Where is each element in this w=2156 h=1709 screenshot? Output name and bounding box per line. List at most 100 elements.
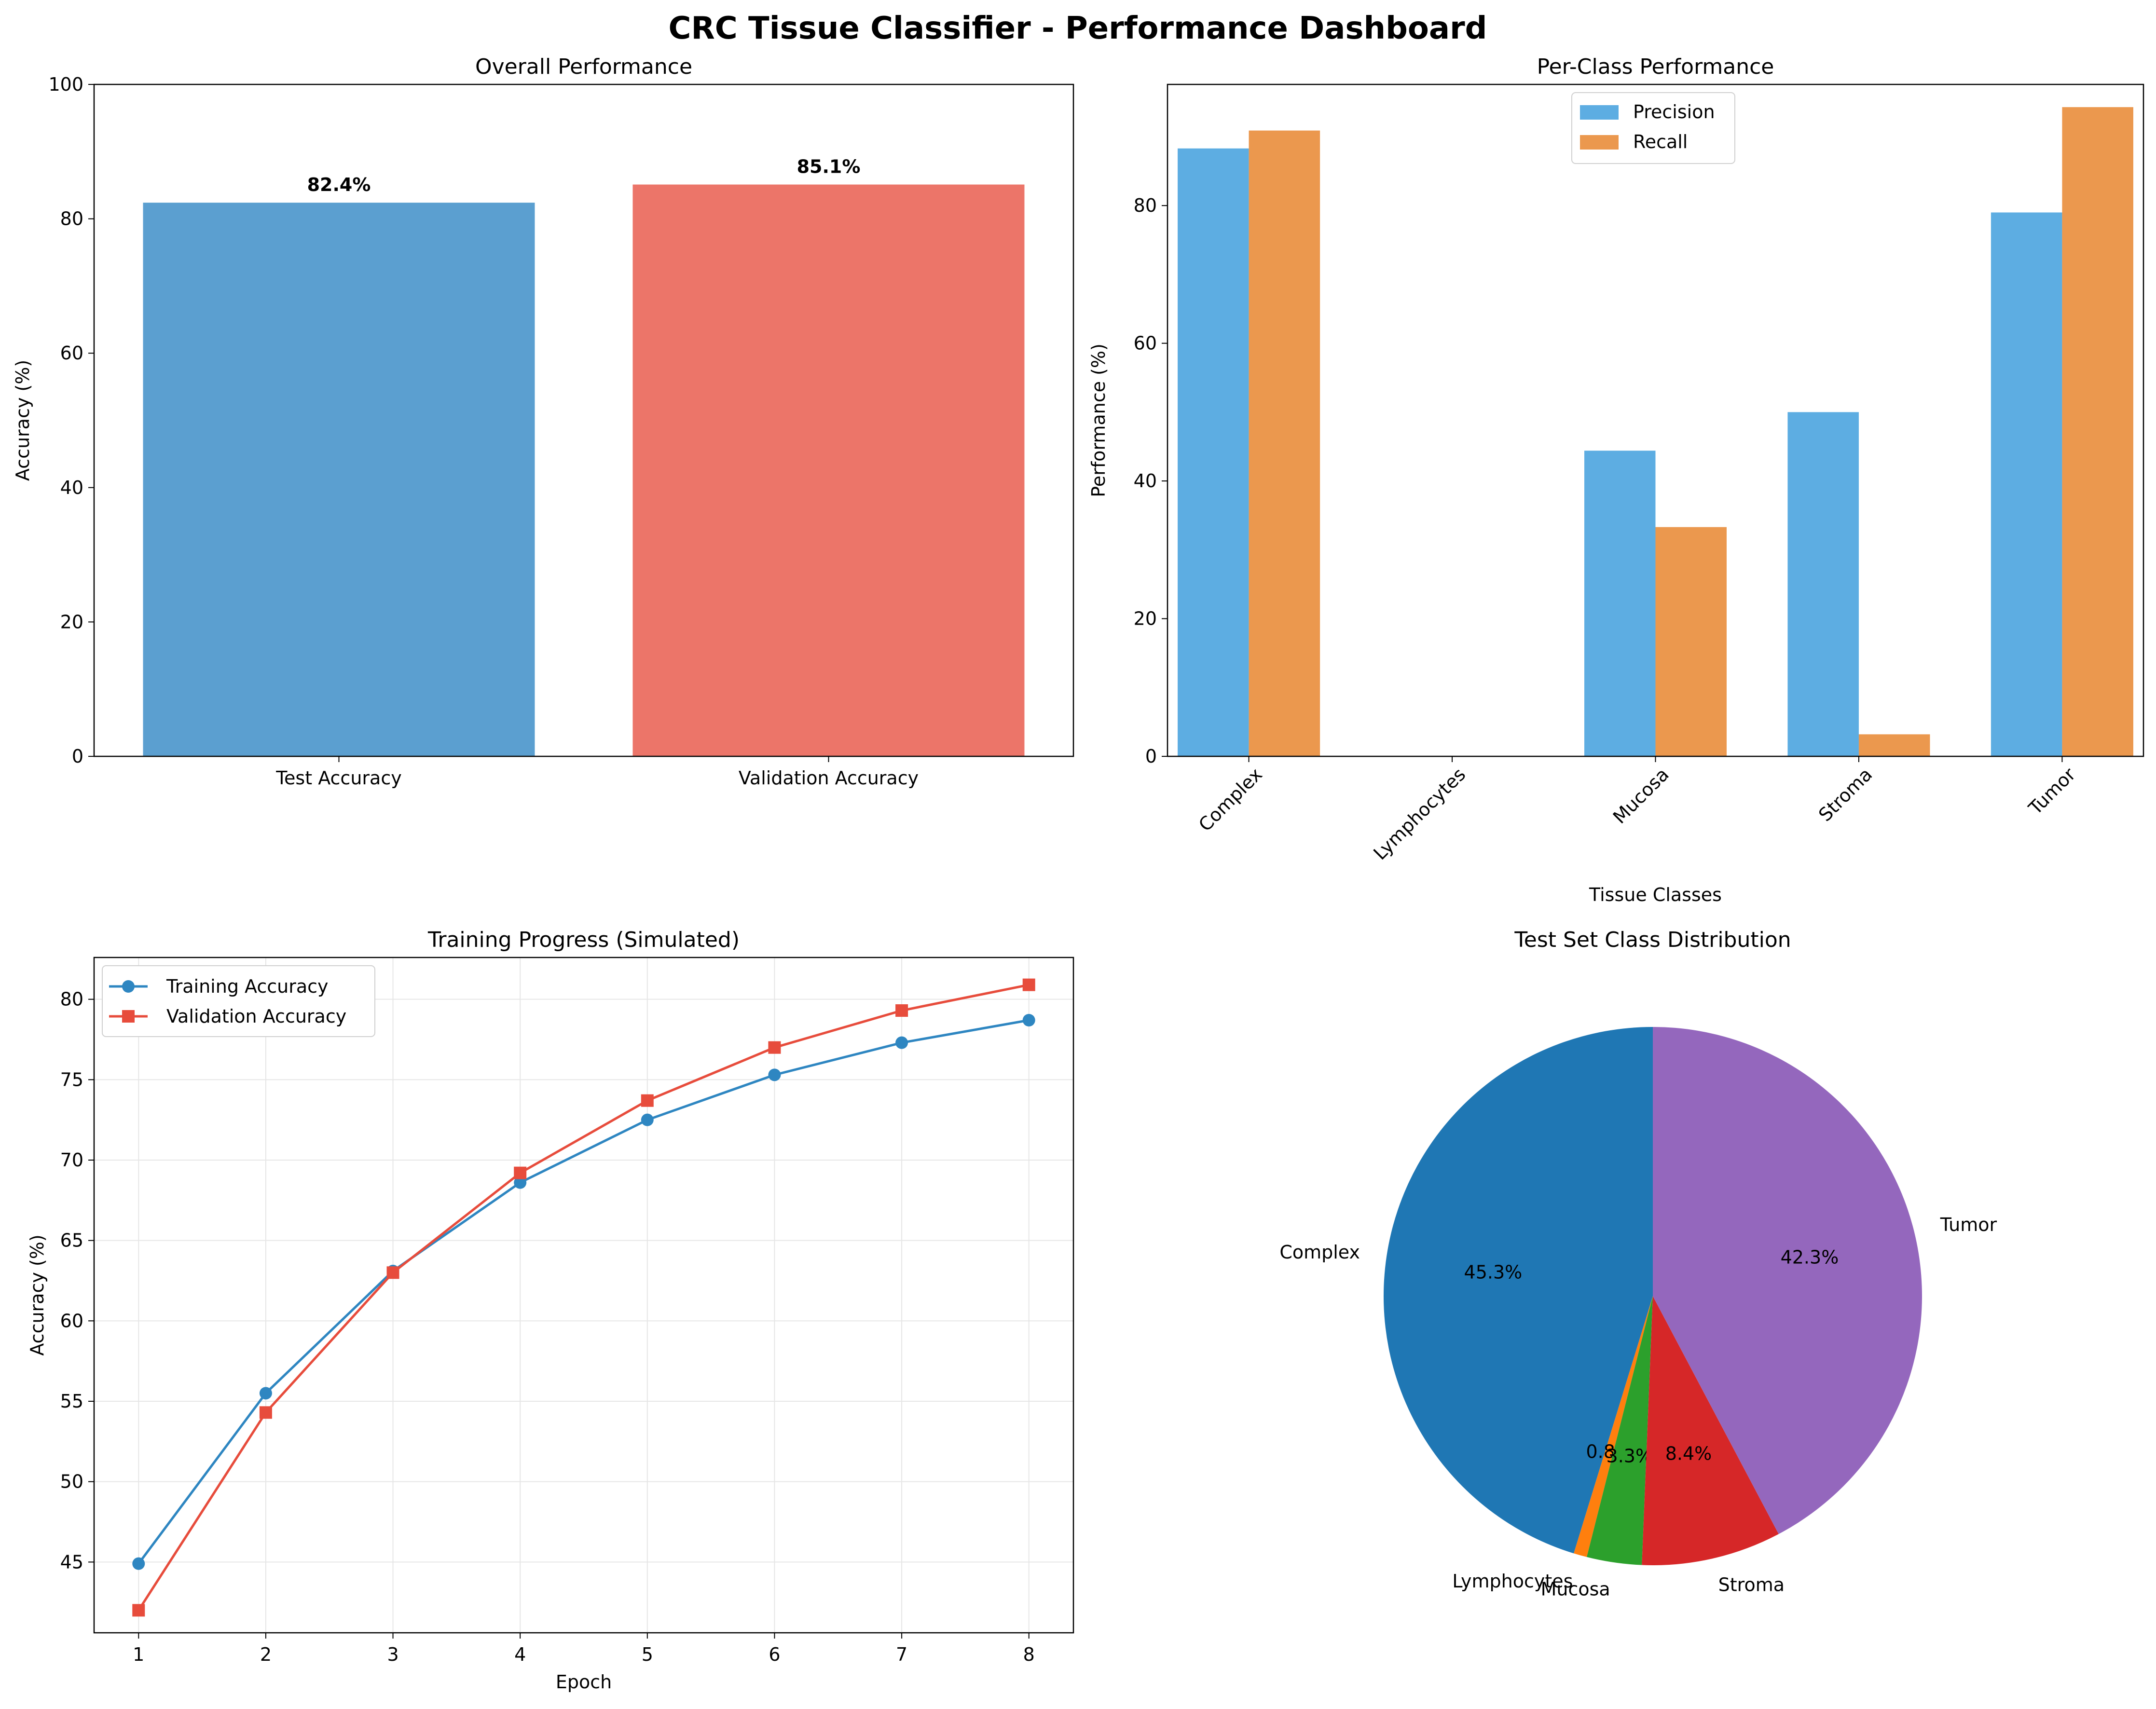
y-axis-label: Performance (%)	[1088, 343, 1109, 497]
x-tick-label: Test Accuracy	[275, 767, 401, 789]
overall-bar	[632, 184, 1025, 756]
pie-slice-mucosa	[1587, 1296, 1653, 1565]
training-point	[895, 1036, 908, 1049]
validation-point	[768, 1041, 781, 1054]
y-tick-label: 20	[1134, 608, 1157, 629]
chart4-title: Test Set Class Distribution	[1514, 928, 1791, 952]
legend-marker	[122, 1010, 135, 1023]
chart3-frame	[93, 957, 1074, 1634]
validation-point	[514, 1166, 527, 1179]
validation-point	[641, 1094, 654, 1107]
pie-label: Lymphocytes	[1452, 1571, 1573, 1592]
y-tick-label: 80	[60, 989, 83, 1010]
dashboard-title: CRC Tissue Classifier - Performance Dash…	[669, 11, 1487, 46]
training-point	[641, 1113, 654, 1126]
training-point	[1022, 1014, 1035, 1026]
y-tick-label: 80	[1134, 195, 1157, 216]
class-bar-precision	[1991, 212, 2062, 757]
chart2-frame	[1167, 83, 2144, 757]
series-line-validation	[137, 984, 1030, 1611]
validation-point	[895, 1004, 908, 1017]
pie-slice-lymphocytes	[1574, 1296, 1653, 1557]
x-tick-label: 5	[642, 1644, 653, 1665]
y-axis-label: Accuracy (%)	[27, 1234, 48, 1355]
overall-bar-data-label: 82.4%	[307, 174, 371, 195]
x-tick-label: 6	[769, 1644, 780, 1665]
y-tick-label: 0	[72, 746, 83, 767]
series-line-training	[137, 1019, 1030, 1565]
x-tick-label: 2	[260, 1644, 272, 1665]
pie-percent-label: 8.4%	[1665, 1443, 1712, 1464]
y-tick-label: 50	[60, 1471, 83, 1492]
y-axis-label: Accuracy (%)	[12, 360, 33, 481]
y-tick-label: 40	[1134, 470, 1157, 492]
validation-point	[259, 1406, 272, 1419]
x-tick-label: 1	[133, 1644, 144, 1665]
chart2-title: Per-Class Performance	[1537, 55, 1774, 79]
x-tick-label: Complex	[1195, 764, 1266, 835]
class-bar-precision	[1584, 451, 1656, 756]
legend-label: Recall	[1633, 131, 1688, 152]
validation-point	[132, 1604, 145, 1617]
pie-percent-label: 3.3%	[1607, 1445, 1653, 1466]
training-point	[514, 1176, 527, 1189]
y-tick-label: 60	[60, 1310, 83, 1331]
x-tick-label: 4	[514, 1644, 526, 1665]
overall-bar-data-label: 85.1%	[797, 156, 861, 178]
legend-marker	[122, 980, 135, 993]
class-bar-recall	[1655, 527, 1727, 756]
y-tick-label: 80	[60, 208, 83, 230]
validation-point	[386, 1266, 399, 1279]
pie-slice-complex	[1384, 1027, 1653, 1554]
x-tick-label: 3	[387, 1644, 398, 1665]
legend-swatch-precision	[1580, 105, 1619, 120]
validation-point	[1022, 978, 1035, 991]
y-tick-label: 70	[60, 1149, 83, 1171]
x-tick-label: Tumor	[2024, 764, 2080, 819]
y-tick-label: 20	[60, 611, 83, 632]
x-axis-label: Epoch	[556, 1671, 612, 1693]
legend-label: Validation Accuracy	[166, 1006, 346, 1027]
pie-percent-label: 45.3%	[1464, 1261, 1523, 1283]
y-tick-label: 75	[60, 1069, 83, 1090]
class-bar-precision	[1178, 148, 1249, 756]
x-axis-label: Tissue Classes	[1589, 884, 1722, 905]
class-bar-recall	[1249, 130, 1320, 757]
pie-label: Mucosa	[1541, 1578, 1610, 1600]
chart1-title: Overall Performance	[475, 55, 692, 79]
y-tick-label: 100	[48, 74, 83, 95]
pie-label: Complex	[1279, 1242, 1360, 1263]
legend-box	[102, 965, 375, 1037]
y-tick-label: 55	[60, 1391, 83, 1412]
overall-bar	[143, 203, 535, 757]
training-point	[132, 1557, 145, 1570]
class-bar-recall	[1858, 734, 1930, 756]
chart3-title: Training Progress (Simulated)	[427, 928, 740, 952]
y-tick-label: 60	[60, 342, 83, 364]
y-tick-label: 45	[60, 1551, 83, 1572]
x-tick-label: Lymphocytes	[1369, 764, 1469, 864]
x-tick-label: Stroma	[1814, 764, 1876, 825]
pie-percent-label: 42.3%	[1781, 1246, 1839, 1268]
legend-swatch-recall	[1580, 135, 1619, 150]
class-bar-recall	[2062, 107, 2133, 757]
legend-label: Precision	[1633, 101, 1715, 123]
pie-slice-tumor	[1653, 1027, 1923, 1534]
legend-label: Training Accuracy	[166, 976, 329, 997]
chart3-legend: Training Accuracy Validation Accuracy	[102, 965, 375, 1037]
pie-label: Tumor	[1940, 1214, 1997, 1235]
class-bar-precision	[1787, 412, 1859, 756]
x-tick-label: Mucosa	[1609, 764, 1673, 828]
y-tick-label: 40	[60, 477, 83, 498]
chart1-frame	[93, 83, 1074, 757]
x-tick-label: 8	[1023, 1644, 1035, 1665]
x-tick-label: 7	[896, 1644, 907, 1665]
x-tick-label: Validation Accuracy	[739, 767, 919, 789]
training-point	[768, 1068, 781, 1081]
training-point	[259, 1387, 272, 1400]
y-tick-label: 65	[60, 1230, 83, 1251]
y-tick-label: 0	[1145, 746, 1157, 767]
pie-label: Stroma	[1718, 1574, 1785, 1596]
y-tick-label: 60	[1134, 333, 1157, 354]
